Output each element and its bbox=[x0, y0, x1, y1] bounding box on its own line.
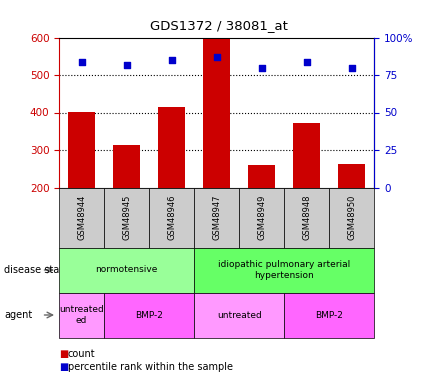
Text: untreated
ed: untreated ed bbox=[59, 305, 104, 325]
Point bbox=[168, 57, 175, 63]
Text: GSM48945: GSM48945 bbox=[122, 195, 131, 240]
Text: GDS1372 / 38081_at: GDS1372 / 38081_at bbox=[150, 19, 288, 32]
Point bbox=[304, 58, 311, 64]
Bar bbox=[158, 106, 185, 188]
Point bbox=[349, 64, 356, 70]
Bar bbox=[113, 145, 140, 188]
Text: agent: agent bbox=[4, 310, 32, 320]
Text: untreated: untreated bbox=[217, 310, 262, 320]
Text: ■: ■ bbox=[59, 362, 68, 372]
Point bbox=[123, 62, 130, 68]
Text: GSM48950: GSM48950 bbox=[347, 195, 357, 240]
Text: GSM48944: GSM48944 bbox=[77, 195, 86, 240]
Bar bbox=[68, 112, 95, 188]
Bar bbox=[203, 39, 230, 188]
Text: normotensive: normotensive bbox=[95, 266, 158, 274]
Text: count: count bbox=[68, 350, 95, 359]
Text: BMP-2: BMP-2 bbox=[135, 310, 163, 320]
Point bbox=[78, 58, 85, 64]
Text: GSM48949: GSM48949 bbox=[258, 195, 266, 240]
Text: ■: ■ bbox=[59, 350, 68, 359]
Text: percentile rank within the sample: percentile rank within the sample bbox=[68, 362, 233, 372]
Point bbox=[258, 64, 265, 70]
Text: disease state: disease state bbox=[4, 265, 70, 275]
Bar bbox=[293, 123, 321, 188]
Text: GSM48946: GSM48946 bbox=[167, 195, 176, 240]
Text: GSM48948: GSM48948 bbox=[302, 195, 311, 240]
Text: GSM48947: GSM48947 bbox=[212, 195, 221, 240]
Point bbox=[213, 54, 220, 60]
Bar bbox=[248, 165, 276, 188]
Bar bbox=[339, 164, 365, 188]
Text: idiopathic pulmonary arterial
hypertension: idiopathic pulmonary arterial hypertensi… bbox=[218, 260, 350, 280]
Text: BMP-2: BMP-2 bbox=[315, 310, 343, 320]
